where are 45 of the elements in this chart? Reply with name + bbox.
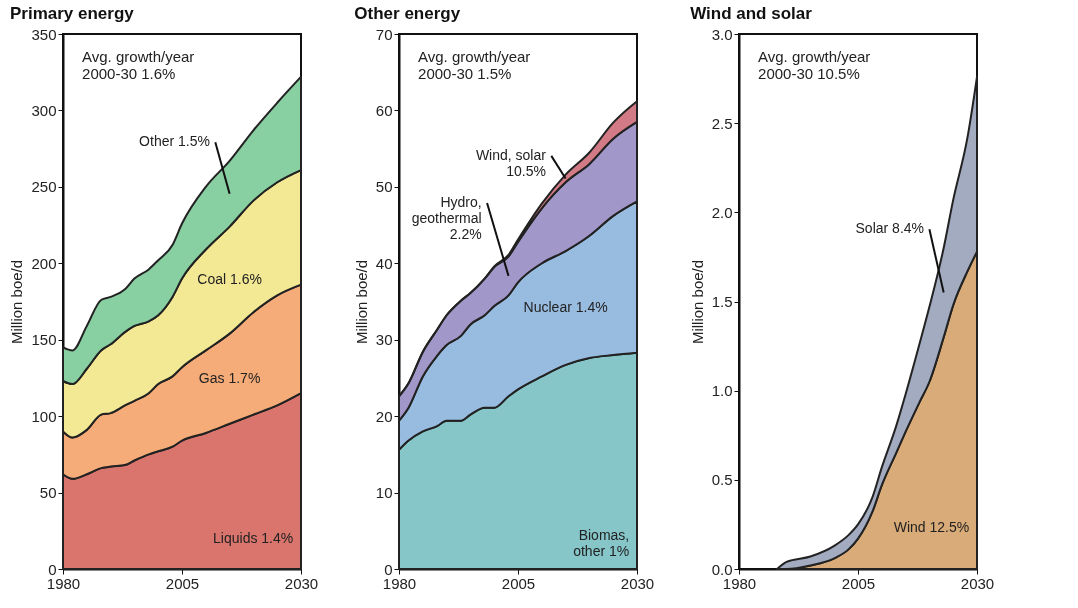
chart-title: Primary energy	[9, 4, 135, 23]
y-tick-label: 40	[375, 254, 393, 272]
y-tick-label: 0.5	[711, 471, 733, 489]
y-axis-title: Million boe/d	[688, 259, 706, 345]
series-label: Liquids 1.4%	[213, 529, 294, 546]
x-tick-label: 2005	[501, 574, 536, 592]
y-tick-label: 20	[375, 407, 393, 425]
series-label: Solar 8.4%	[855, 220, 925, 237]
y-tick-label: 50	[39, 484, 57, 502]
x-tick-label: 2005	[841, 574, 876, 592]
y-tick-label: 350	[31, 25, 57, 43]
annotation: Avg. growth/year 2000-30 10.5%	[758, 48, 871, 83]
series-label: Biomas, other 1%	[573, 526, 630, 559]
y-tick-label: 60	[375, 101, 393, 119]
series-label: Wind 12.5%	[893, 518, 970, 535]
y-axis-title: Million boe/d	[352, 259, 370, 345]
y-tick-label: 3.0	[711, 25, 733, 43]
y-tick-label: 1.0	[711, 382, 733, 400]
series-label: Hydro, geothermal 2.2%	[411, 193, 482, 242]
y-tick-label: 300	[31, 101, 57, 119]
annotation: Avg. growth/year 2000-30 1.6%	[82, 48, 195, 83]
y-tick-label: 10	[375, 484, 393, 502]
series-label: Gas 1.7%	[198, 369, 261, 386]
y-tick-label: 150	[31, 331, 57, 349]
y-tick-label: 200	[31, 254, 57, 272]
x-tick-label: 2030	[960, 574, 995, 592]
y-tick-label: 2.5	[711, 114, 733, 132]
y-tick-label: 2.0	[711, 203, 733, 221]
chart-title: Wind and solar	[690, 4, 813, 23]
y-tick-label: 100	[31, 407, 57, 425]
x-tick-label: 2005	[165, 574, 200, 592]
y-tick-label: 250	[31, 178, 57, 196]
x-tick-label: 2030	[620, 574, 655, 592]
chart-title: Other energy	[354, 4, 461, 23]
y-axis-title: Million boe/d	[8, 259, 26, 345]
y-tick-label: 1.5	[711, 293, 733, 310]
annotation: Avg. growth/year 2000-30 1.5%	[418, 48, 531, 83]
series-label: Nuclear 1.4%	[523, 299, 608, 315]
series-label: Coal 1.6%	[197, 271, 262, 288]
y-tick-label: 50	[375, 178, 393, 196]
series-label: Other 1.5%	[139, 133, 210, 150]
y-tick-label: 70	[375, 25, 393, 43]
x-tick-label: 2030	[284, 574, 319, 592]
series-label: Wind, solar 10.5%	[475, 146, 547, 179]
y-tick-label: 30	[375, 331, 393, 349]
